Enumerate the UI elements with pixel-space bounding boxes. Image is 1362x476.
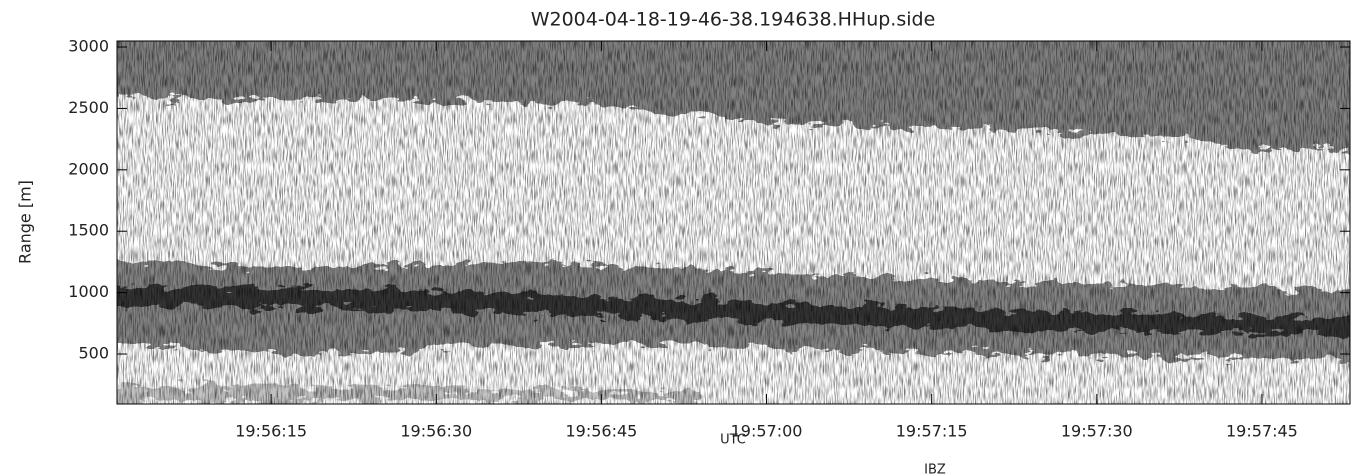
x-tick-label: 19:56:30: [400, 422, 472, 441]
y-tick-label: 1500: [68, 221, 109, 240]
chart-title: W2004-04-18-19-46-38.194638.HHup.side: [531, 9, 936, 31]
y-tick-label: 3000: [68, 37, 109, 56]
y-tick-label: 1000: [68, 282, 109, 301]
x-tick-label: 19:57:15: [896, 422, 968, 441]
x-tick-label: 19:57:00: [731, 422, 803, 441]
plot-frame: [116, 40, 1351, 405]
y-tick-label: 2500: [68, 98, 109, 117]
x-tick-label: 19:57:45: [1226, 422, 1298, 441]
y-tick-label: 500: [78, 344, 109, 363]
y-tick-label: 2000: [68, 159, 109, 178]
x-axis-label: UTC: [720, 433, 746, 448]
backscatter-image: [117, 41, 1350, 404]
x-tick-label: 19:57:30: [1061, 422, 1133, 441]
footer-label: IBZ: [924, 463, 946, 476]
y-axis-label: Range [m]: [16, 180, 35, 264]
x-tick-label: 19:56:45: [565, 422, 637, 441]
x-tick-label: 19:56:15: [235, 422, 307, 441]
